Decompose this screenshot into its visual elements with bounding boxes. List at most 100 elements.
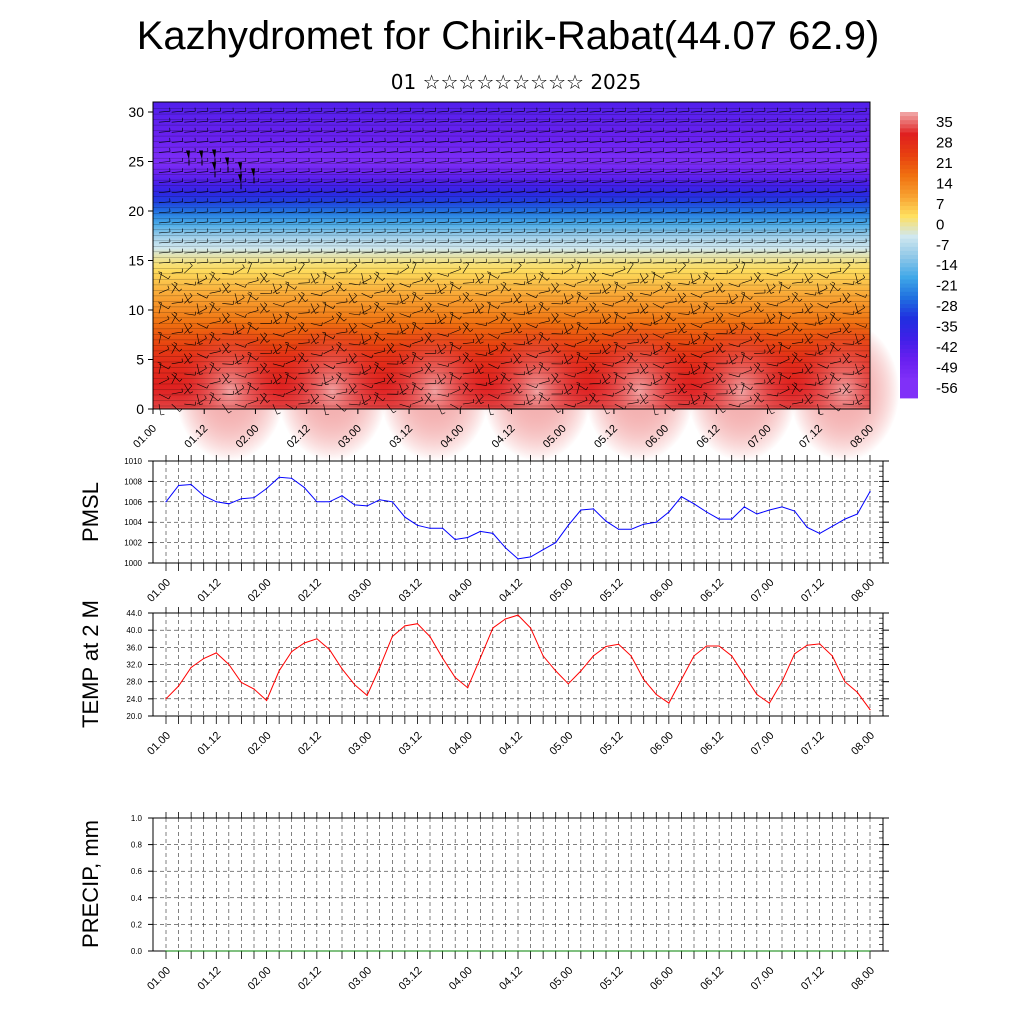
wind-barb — [855, 293, 866, 298]
wind-barb — [462, 131, 474, 133]
wind-barb-flag — [571, 264, 574, 268]
data-point — [228, 663, 230, 666]
wind-barb — [753, 333, 762, 343]
wind-barb — [196, 353, 208, 359]
wind-barb — [741, 399, 752, 405]
wind-barb-flag — [518, 353, 522, 356]
wind-barb — [298, 323, 306, 332]
wind-barb — [209, 333, 215, 344]
wind-barb — [564, 161, 576, 163]
x-tick-label: 03.12 — [397, 730, 425, 758]
wind-barb-flag — [480, 341, 484, 344]
y-tick-label: 0.6 — [131, 867, 143, 876]
wind-barb-flag — [613, 372, 618, 374]
wind-barb — [678, 283, 690, 285]
wind-barb — [829, 110, 842, 113]
wind-barb — [374, 231, 386, 234]
colorbar-swatch — [900, 393, 918, 399]
wind-barb-flag — [256, 297, 259, 301]
wind-barb-flag — [264, 272, 268, 275]
wind-barb — [475, 121, 487, 123]
wind-barb-flag — [431, 279, 435, 283]
wind-barb — [285, 241, 297, 244]
wind-barb — [589, 251, 601, 254]
wind-barb — [196, 261, 208, 264]
wind-barb — [817, 363, 828, 369]
colorbar-label: 28 — [936, 135, 953, 152]
wind-barb-flag — [567, 392, 572, 395]
wind-barb-flag — [771, 352, 775, 354]
wind-barb — [361, 323, 372, 329]
wind-barb-flag — [368, 395, 372, 399]
wind-barb — [298, 241, 310, 244]
wind-barb — [589, 110, 601, 113]
wind-barb — [386, 272, 398, 275]
wind-barb-flag — [645, 273, 649, 277]
wind-barb — [285, 269, 297, 274]
wind-barb — [525, 393, 530, 405]
wind-barb-flag — [655, 413, 659, 416]
wind-barb — [171, 211, 183, 214]
wind-barb — [487, 373, 491, 385]
wind-barb — [791, 110, 804, 113]
wind-barb — [791, 281, 804, 284]
wind-barb — [526, 337, 536, 344]
wind-barb — [703, 363, 708, 375]
wind-barb — [260, 394, 267, 405]
wind-barb — [564, 251, 576, 254]
wind-barb-flag — [346, 268, 348, 272]
y-tick-label: 1006 — [124, 498, 142, 507]
wind-barb — [526, 231, 538, 234]
wind-barb — [842, 201, 854, 204]
wind-barb — [386, 251, 398, 254]
wind-barb — [855, 121, 867, 123]
wind-barb — [614, 181, 626, 183]
wind-barb-flag — [421, 387, 424, 391]
wind-barb — [627, 323, 636, 332]
wind-barb-flag — [519, 361, 523, 364]
wind-barb — [310, 303, 316, 314]
data-point — [731, 950, 733, 952]
wind-barb-flag — [700, 384, 703, 388]
wind-barb-flag — [283, 393, 285, 397]
wind-barb-flag — [480, 393, 484, 397]
wind-barb-flag — [606, 352, 610, 355]
wind-barb-flag — [226, 312, 230, 316]
wind-barb-flag — [772, 283, 776, 287]
wind-barb-flag — [331, 285, 334, 290]
wind-barb-flag — [682, 262, 686, 266]
wind-barb — [374, 161, 386, 163]
wind-barb-flag — [173, 342, 177, 345]
wind-barb — [247, 293, 257, 301]
wind-barb-flag — [739, 373, 741, 377]
data-point — [215, 652, 217, 654]
data-point — [831, 655, 833, 657]
wind-barb-flag — [158, 271, 162, 273]
colorbar-swatch — [900, 144, 918, 150]
wind-barb — [272, 376, 282, 385]
wind-barb — [526, 221, 538, 224]
wind-barb-flag — [447, 303, 450, 307]
wind-barb — [715, 373, 723, 383]
wind-barb — [766, 343, 772, 354]
data-point — [178, 685, 180, 687]
wind-barb — [564, 221, 576, 224]
wind-barb — [171, 201, 183, 204]
wind-barb — [564, 121, 576, 123]
wind-barb — [260, 201, 272, 204]
wind-barb — [374, 241, 386, 244]
wind-barb — [563, 283, 575, 288]
wind-barb — [209, 221, 221, 224]
wind-barb — [652, 211, 664, 214]
wind-barb — [602, 333, 613, 337]
wind-barb — [842, 385, 850, 395]
wind-barb — [310, 110, 322, 113]
wind-barb — [817, 393, 828, 399]
wind-barb — [361, 333, 365, 345]
wind-barb — [488, 272, 498, 279]
wind-barb-flag — [712, 317, 715, 321]
wind-barb — [298, 161, 310, 163]
y-tick-label: 28.0 — [126, 678, 142, 687]
wind-barb-flag — [206, 324, 209, 329]
wind-barb — [715, 284, 724, 294]
